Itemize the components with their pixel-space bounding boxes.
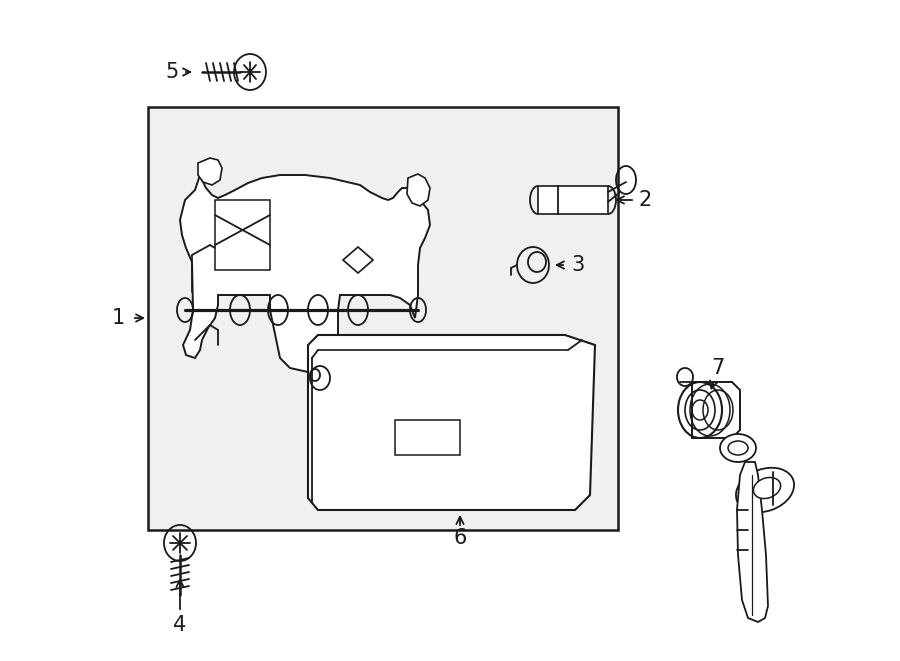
Polygon shape	[692, 382, 740, 438]
Ellipse shape	[736, 468, 794, 512]
Text: 4: 4	[174, 615, 186, 635]
Ellipse shape	[753, 477, 780, 498]
Text: 5: 5	[166, 62, 178, 82]
Polygon shape	[180, 165, 430, 372]
Ellipse shape	[728, 441, 748, 455]
Bar	[395, 420, 460, 455]
Text: 7: 7	[711, 358, 724, 378]
Polygon shape	[737, 462, 768, 622]
Text: 2: 2	[638, 190, 652, 210]
Ellipse shape	[720, 434, 756, 462]
Text: 1: 1	[112, 308, 124, 328]
Bar	[538, 186, 608, 214]
Polygon shape	[343, 247, 373, 273]
Text: 6: 6	[454, 528, 467, 548]
Polygon shape	[198, 158, 222, 185]
Text: 3: 3	[572, 255, 585, 275]
Polygon shape	[308, 335, 595, 510]
Bar	[148, 107, 618, 530]
Polygon shape	[407, 174, 430, 206]
